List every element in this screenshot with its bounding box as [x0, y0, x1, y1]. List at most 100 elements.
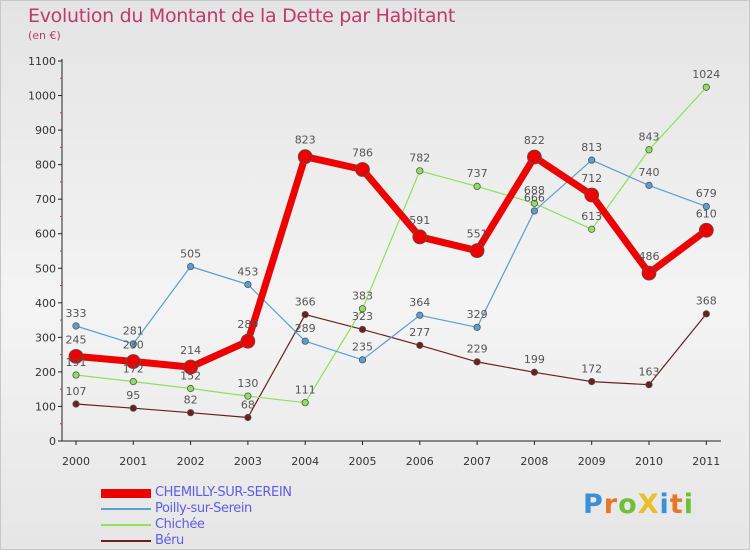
data-label-chichee: 737 [467, 167, 488, 180]
data-label-beru: 229 [467, 343, 488, 356]
data-point-poilly-sur-serein [244, 280, 252, 289]
legend-swatch [101, 508, 151, 510]
data-label-poilly-sur-serein: 333 [66, 307, 87, 320]
data-point-chichee [702, 83, 710, 91]
x-tick-label: 2011 [692, 455, 720, 468]
data-point-poilly-sur-serein [416, 311, 424, 319]
data-point-poilly-sur-serein [645, 181, 653, 189]
x-tick-label: 2002 [177, 455, 205, 468]
data-label-chichee: 152 [180, 369, 201, 382]
data-point-chemilly-sur-serein [297, 149, 313, 165]
x-tick-label: 2000 [62, 455, 90, 468]
logo-letter: X [637, 489, 660, 520]
data-label-chichee: 191 [66, 356, 87, 369]
y-tick-label: 100 [35, 400, 56, 413]
data-label-chichee: 613 [581, 210, 602, 223]
data-point-beru [301, 310, 309, 319]
y-tick-label: 500 [35, 262, 56, 275]
logo-letter: i [683, 489, 694, 520]
data-label-chemilly-sur-serein: 712 [581, 172, 602, 185]
data-label-chichee: 111 [295, 383, 316, 396]
data-point-chichee [187, 384, 195, 393]
data-point-chichee [129, 377, 137, 386]
data-label-poilly-sur-serein: 235 [352, 341, 373, 354]
data-point-beru [645, 381, 653, 389]
data-label-beru: 172 [581, 362, 602, 375]
data-point-chemilly-sur-serein [584, 187, 600, 203]
data-label-poilly-sur-serein: 679 [696, 187, 717, 200]
data-point-poilly-sur-serein [530, 207, 539, 215]
data-point-beru [588, 377, 596, 386]
data-label-chemilly-sur-serein: 551 [467, 228, 488, 241]
data-label-beru: 323 [352, 310, 373, 323]
data-point-chichee [473, 182, 481, 190]
data-point-chemilly-sur-serein [125, 354, 141, 369]
data-label-chemilly-sur-serein: 591 [409, 214, 430, 227]
data-point-chemilly-sur-serein [240, 333, 256, 349]
data-label-poilly-sur-serein: 329 [467, 308, 488, 321]
data-label-chemilly-sur-serein: 822 [524, 134, 545, 147]
y-tick-label: 200 [35, 366, 56, 379]
data-point-chichee [301, 399, 309, 407]
y-tick-label: 900 [35, 124, 56, 137]
data-label-beru: 163 [639, 365, 660, 378]
y-tick-label: 400 [35, 297, 56, 310]
data-label-beru: 68 [241, 398, 255, 411]
data-label-chemilly-sur-serein: 610 [696, 207, 717, 220]
data-point-beru [473, 358, 481, 366]
data-label-poilly-sur-serein: 281 [123, 325, 144, 338]
data-point-poilly-sur-serein [129, 340, 137, 348]
data-label-beru: 366 [295, 295, 316, 308]
x-tick-label: 2006 [406, 455, 434, 468]
data-label-chichee: 383 [352, 289, 373, 302]
x-tick-label: 2004 [291, 455, 319, 468]
logo-letter: r [603, 489, 619, 520]
legend-label: Chichée [155, 517, 205, 532]
chart-title: Evolution du Montant de la Dette par Hab… [28, 5, 456, 27]
data-label-chichee: 688 [524, 184, 545, 197]
x-tick-label: 2007 [463, 455, 491, 468]
data-point-chichee [244, 392, 252, 400]
data-label-beru: 107 [66, 385, 87, 398]
data-point-beru [129, 404, 137, 412]
y-tick-label: 600 [35, 228, 56, 241]
data-label-poilly-sur-serein: 505 [180, 247, 201, 260]
data-label-chemilly-sur-serein: 230 [123, 339, 144, 352]
data-label-chemilly-sur-serein: 786 [352, 146, 373, 159]
data-label-chichee: 172 [123, 362, 144, 375]
x-tick-label: 2009 [578, 455, 606, 468]
data-point-beru [416, 341, 424, 349]
data-label-beru: 277 [409, 326, 430, 339]
data-label-beru: 199 [524, 353, 545, 366]
data-label-chichee: 1024 [692, 68, 720, 81]
y-tick-label: 1100 [28, 55, 56, 68]
data-point-beru [72, 400, 80, 408]
legend-swatch [101, 488, 151, 498]
x-tick-label: 2010 [635, 455, 663, 468]
data-label-beru: 368 [696, 295, 717, 308]
data-label-chemilly-sur-serein: 823 [295, 134, 316, 147]
data-point-chemilly-sur-serein [641, 265, 657, 281]
x-tick-label: 2005 [349, 455, 377, 468]
logo-letter: o [618, 489, 638, 520]
data-label-chichee: 843 [639, 131, 660, 144]
data-label-poilly-sur-serein: 289 [295, 322, 316, 335]
data-point-poilly-sur-serein [301, 337, 309, 345]
legend-swatch [101, 540, 151, 542]
data-label-poilly-sur-serein: 740 [639, 166, 660, 179]
data-point-chemilly-sur-serein [183, 359, 199, 375]
data-point-beru [530, 368, 539, 376]
data-label-poilly-sur-serein: 453 [237, 265, 258, 278]
data-point-chichee [358, 305, 367, 313]
data-point-chemilly-sur-serein [412, 229, 428, 245]
data-point-beru [244, 413, 252, 422]
x-tick-label: 2001 [119, 455, 147, 468]
data-point-chemilly-sur-serein [355, 162, 370, 177]
logo-letter: t [669, 489, 684, 520]
data-point-chemilly-sur-serein [68, 348, 84, 364]
logo-letter: i [659, 489, 670, 520]
data-point-poilly-sur-serein [187, 262, 195, 271]
data-label-beru: 95 [126, 389, 140, 402]
data-point-poilly-sur-serein [358, 356, 367, 364]
